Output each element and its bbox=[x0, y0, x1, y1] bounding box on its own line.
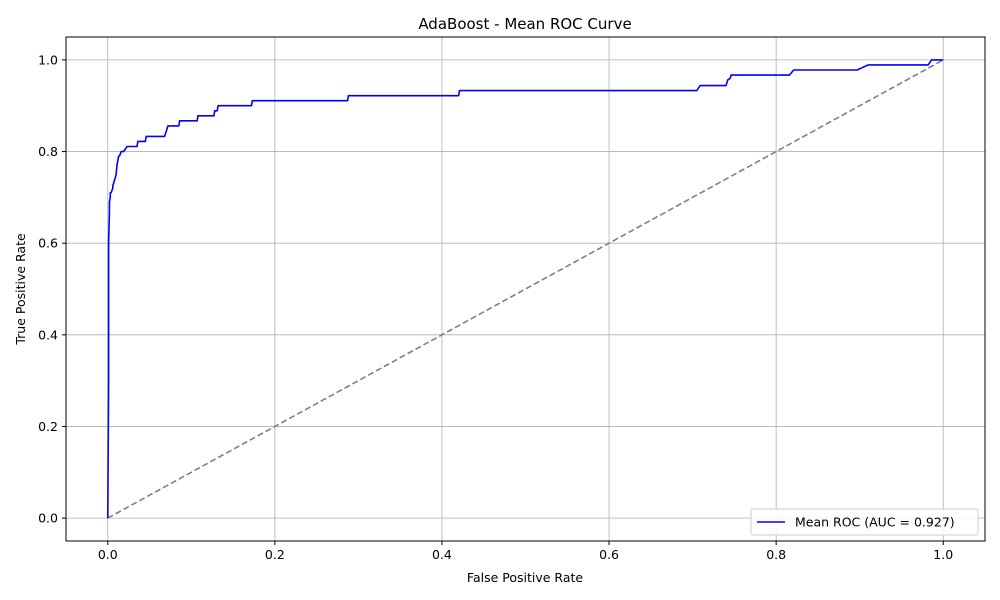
y-tick-label: 1.0 bbox=[38, 52, 58, 67]
x-axis-label: False Positive Rate bbox=[467, 570, 583, 585]
y-tick-label: 0.0 bbox=[38, 511, 58, 526]
x-tick-label: 0.8 bbox=[766, 547, 786, 562]
chart-title: AdaBoost - Mean ROC Curve bbox=[418, 15, 631, 33]
y-axis-label: True Positive Rate bbox=[13, 233, 28, 346]
x-tick-label: 1.0 bbox=[933, 547, 953, 562]
legend-entry: Mean ROC (AUC = 0.927) bbox=[795, 515, 955, 530]
series-lines bbox=[106, 59, 944, 519]
y-tick-label: 0.6 bbox=[38, 236, 58, 251]
grid-lines bbox=[66, 37, 985, 541]
x-tick-label: 0.6 bbox=[599, 547, 619, 562]
y-tick-label: 0.4 bbox=[38, 327, 58, 342]
axis-ticks: 0.0 0.2 0.4 0.6 0.8 1.0 0.0 0.2 0.4 0.6 0.8 1.0 bbox=[38, 52, 953, 562]
x-tick-label: 0.0 bbox=[98, 547, 118, 562]
plot-frame bbox=[65, 36, 986, 542]
chance-diagonal-line bbox=[107, 59, 944, 519]
legend: Mean ROC (AUC = 0.927) bbox=[750, 508, 979, 536]
y-tick-label: 0.2 bbox=[38, 419, 58, 434]
mean-roc-line bbox=[106, 59, 944, 519]
y-tick-label: 0.8 bbox=[38, 144, 58, 159]
x-tick-label: 0.4 bbox=[432, 547, 452, 562]
x-tick-label: 0.2 bbox=[265, 547, 285, 562]
legend-box bbox=[750, 508, 979, 536]
